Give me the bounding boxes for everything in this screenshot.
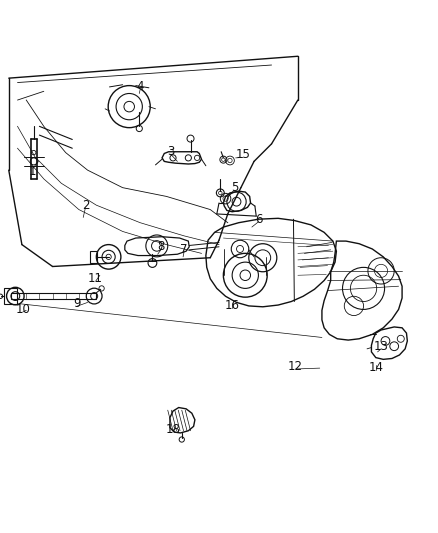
Text: 12: 12 xyxy=(288,360,303,373)
Text: 7: 7 xyxy=(180,244,188,256)
Text: 5: 5 xyxy=(231,181,238,194)
Text: 1: 1 xyxy=(29,165,37,177)
Text: 10: 10 xyxy=(15,303,30,316)
Text: 3: 3 xyxy=(167,146,174,158)
Text: 15: 15 xyxy=(236,148,251,161)
Text: 13: 13 xyxy=(374,340,389,353)
Text: 9: 9 xyxy=(73,297,81,310)
Text: 11: 11 xyxy=(88,272,103,285)
Text: 2: 2 xyxy=(81,199,89,212)
Text: 16: 16 xyxy=(225,298,240,312)
Text: 4: 4 xyxy=(136,80,144,93)
Text: 18: 18 xyxy=(166,423,180,436)
Text: 6: 6 xyxy=(254,213,262,225)
Text: 8: 8 xyxy=(158,240,165,253)
Text: 14: 14 xyxy=(368,361,383,374)
